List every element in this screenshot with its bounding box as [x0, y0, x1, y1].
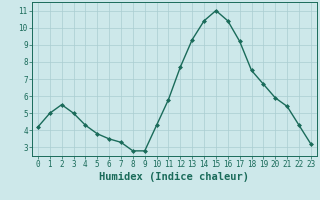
X-axis label: Humidex (Indice chaleur): Humidex (Indice chaleur)	[100, 172, 249, 182]
